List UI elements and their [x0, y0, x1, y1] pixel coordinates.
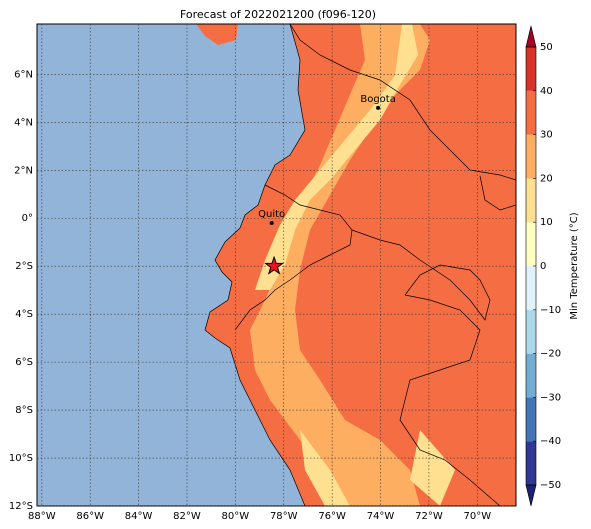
colorbar-tick-label: −20 [540, 349, 561, 360]
colorbar-segment [526, 309, 536, 354]
x-tick-label: 82°W [173, 511, 201, 522]
colorbar-segment [526, 266, 536, 310]
map-area [37, 24, 516, 506]
colorbar-segment [526, 222, 536, 266]
warm-zone [250, 24, 430, 506]
x-tick-label: 70°W [463, 511, 491, 522]
pale-zone [255, 24, 455, 506]
x-tick-label: 84°W [125, 511, 153, 522]
colorbar-tick-label: −10 [540, 305, 561, 316]
y-tick-label: 4°S [15, 309, 33, 320]
y-tick-label: 6°S [15, 357, 33, 368]
y-tick-label: 2°N [14, 165, 33, 176]
x-tick-label: 74°W [367, 511, 395, 522]
colorbar-tick-label: −50 [540, 480, 561, 491]
city-label: Quito [258, 209, 285, 220]
colorbar-segment [526, 134, 536, 179]
city-dot [376, 105, 381, 110]
x-tick-label: 80°W [222, 511, 250, 522]
city-dot [269, 221, 274, 226]
y-tick-label: 0° [22, 213, 33, 224]
country-border [234, 184, 353, 331]
location-star [264, 255, 285, 275]
colorbar-tick-label: 30 [540, 130, 553, 141]
city-label: Bogota [360, 94, 396, 105]
colorbar-under [525, 484, 537, 507]
x-tick-label: 78°W [270, 511, 298, 522]
x-tick-label: 88°W [28, 511, 56, 522]
y-tick-label: 2°S [15, 261, 33, 272]
colorbar-tick-label: −30 [540, 392, 561, 403]
colorbar-tick-label: 0 [540, 261, 546, 272]
colorbar-segment [526, 397, 536, 442]
country-border [289, 24, 516, 181]
colorbar-segment [526, 90, 536, 135]
colorbar-segment [526, 178, 536, 223]
colorbar-tick-label: 20 [540, 173, 553, 184]
title: Forecast of 2022021200 (f096-120) [180, 8, 376, 21]
y-tick-label: 12°S [9, 501, 33, 512]
country-border [351, 229, 491, 321]
colorbar-segment [526, 353, 536, 398]
colorbar-label: Min Temperature (°C) [569, 212, 580, 319]
colorbar-tick-label: 10 [540, 217, 553, 228]
x-tick-label: 72°W [415, 511, 443, 522]
colorbar-tick-label: −40 [540, 436, 561, 447]
colorbar-over [525, 25, 537, 48]
colorbar-tick-label: 50 [540, 42, 553, 53]
coastline [204, 24, 306, 506]
y-tick-label: 8°S [15, 405, 33, 416]
colorbar-segment [526, 47, 536, 91]
x-tick-label: 86°W [76, 511, 104, 522]
country-border [479, 175, 516, 211]
colorbar-segment [526, 441, 536, 485]
y-tick-label: 6°N [14, 69, 33, 80]
x-tick-label: 76°W [318, 511, 346, 522]
colorbar-tick-label: 40 [540, 86, 553, 97]
y-tick-label: 4°N [14, 117, 33, 128]
y-tick-label: 10°S [9, 453, 33, 464]
country-border [399, 294, 501, 506]
